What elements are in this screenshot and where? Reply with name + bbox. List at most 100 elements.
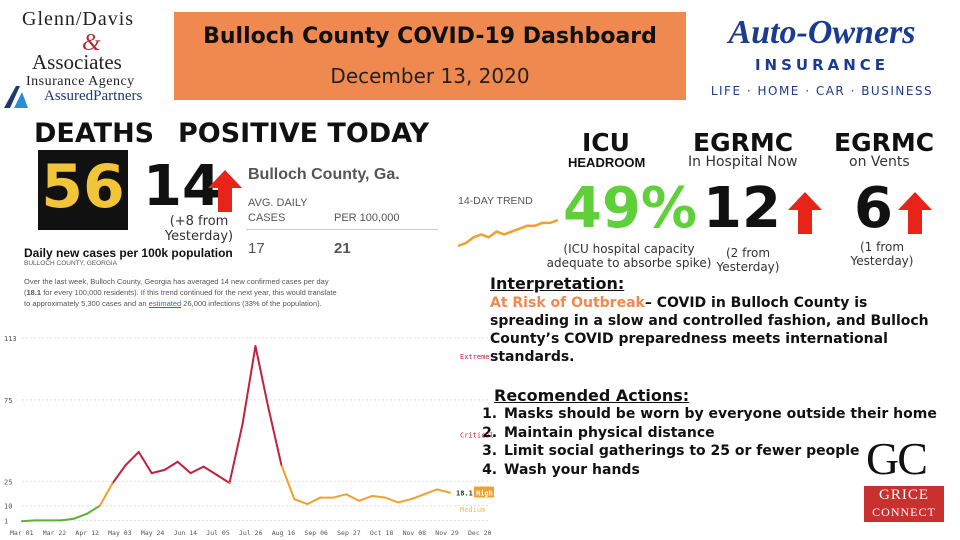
- x-tick-label: Dec 20: [468, 529, 492, 537]
- data-point: [60, 519, 62, 522]
- series-segment: [163, 460, 179, 471]
- interpretation-text: At Risk of Outbreak– COVID in Bulloch Co…: [490, 295, 929, 365]
- x-tick-label: May 24: [141, 529, 165, 537]
- data-point: [137, 451, 140, 453]
- y-tick-label: 75: [4, 397, 12, 405]
- logo-line-3: Insurance Agency: [26, 74, 135, 89]
- data-point: [384, 496, 386, 499]
- x-tick-label: Jul 26: [239, 529, 263, 537]
- dashboard-title: Bulloch County COVID-19 Dashboard: [203, 24, 657, 49]
- x-tick-label: Apr 12: [75, 529, 99, 537]
- up-arrow-icon: [208, 170, 242, 212]
- y-tick-label: 113: [4, 335, 17, 343]
- data-point: [202, 465, 205, 468]
- positive-label: POSITIVE TODAY: [178, 118, 430, 149]
- data-point: [371, 495, 373, 497]
- data-point: [163, 469, 166, 471]
- hospital-subheading: In Hospital Now: [688, 154, 798, 170]
- data-point: [189, 472, 192, 474]
- interpretation-heading: Interpretation:: [490, 274, 625, 293]
- data-point: [241, 423, 244, 426]
- grice-line-1: GRICE: [879, 487, 929, 503]
- icu-note: (ICU hospital capacity adequate to absor…: [546, 242, 712, 270]
- x-tick-label: Jun 14: [174, 529, 198, 537]
- hospital-value: 12: [703, 176, 781, 241]
- data-point: [73, 517, 75, 520]
- series-segment: [72, 512, 88, 520]
- deaths-label: DEATHS: [34, 118, 155, 149]
- y-tick-label: 1: [4, 517, 8, 525]
- data-point: [332, 496, 335, 499]
- assured-partners-icon: [4, 86, 28, 108]
- data-point: [397, 501, 399, 504]
- up-arrow-icon: [788, 192, 822, 234]
- data-point: [215, 473, 218, 476]
- chart-description: Over the last week, Bulloch County, Geor…: [24, 277, 337, 308]
- series-segment: [150, 468, 166, 475]
- series-segment: [137, 450, 153, 475]
- hospital-note: (2 from Yesterday): [716, 246, 780, 274]
- data-point: [306, 503, 309, 505]
- estimated-link[interactable]: estimated: [148, 299, 182, 308]
- data-point: [47, 519, 49, 522]
- cases-chart: Extreme Critical Medium 18.1 High Mar 01 Mar …: [4, 335, 494, 537]
- positive-value: 14: [143, 154, 221, 219]
- data-point: [436, 488, 438, 491]
- series-segment: [280, 464, 296, 501]
- x-tick-label: Nov 08: [403, 529, 427, 537]
- x-tick-label: May 03: [108, 529, 132, 537]
- series-segment: [241, 345, 257, 426]
- dashboard-date: December 13, 2020: [330, 64, 530, 88]
- series-segment: [293, 498, 309, 506]
- logo-ampersand: &: [82, 30, 101, 56]
- x-tick-label: Aug 16: [272, 529, 296, 537]
- action-item: Masks should be worn by everyone outside…: [502, 405, 937, 424]
- icu-subheading: HEADROOM: [568, 155, 646, 170]
- grice-badge: [864, 486, 944, 522]
- action-item: Limit social gatherings to 25 or fewer p…: [502, 442, 937, 461]
- series-segment: [410, 493, 426, 501]
- deaths-value: 56: [41, 152, 125, 222]
- logo-line-2: Associates: [32, 50, 122, 74]
- icu-value: 49%: [563, 176, 698, 241]
- data-point: [319, 496, 322, 499]
- deaths-box: [38, 150, 128, 230]
- avg-daily-value: 17: [248, 240, 265, 257]
- action-item: Maintain physical distance: [502, 424, 937, 443]
- current-value-label: 18.1: [456, 490, 473, 498]
- county-name: Bulloch County, Ga.: [248, 166, 400, 183]
- data-point: [34, 519, 36, 522]
- series-segment: [384, 496, 400, 504]
- zone-label: Medium: [460, 506, 485, 514]
- data-point: [423, 493, 425, 496]
- data-point: [410, 498, 412, 501]
- series-segment: [228, 423, 244, 484]
- hospital-heading: EGRMC: [693, 128, 794, 157]
- actions-list: Masks should be worn by everyone outside…: [484, 405, 937, 479]
- y-tick-label: 10: [4, 503, 12, 511]
- data-point: [124, 464, 127, 466]
- current-zone-label: High: [476, 490, 493, 498]
- data-point: [358, 500, 361, 502]
- data-point: [176, 460, 179, 463]
- current-zone-badge: [474, 486, 494, 498]
- data-point: [254, 345, 257, 347]
- series-segment: [267, 407, 283, 467]
- x-tick-label: Sep 06: [304, 529, 328, 537]
- trend-label: 14-DAY TREND: [458, 195, 533, 207]
- x-tick-label: Sep 27: [337, 529, 361, 537]
- divider: [246, 229, 438, 230]
- data-point: [280, 464, 283, 466]
- data-point: [86, 513, 88, 515]
- series-segment: [21, 519, 36, 523]
- series-segment: [111, 464, 127, 484]
- series-segment: [124, 450, 140, 467]
- data-point: [228, 482, 231, 484]
- up-arrow-icon: [898, 192, 932, 234]
- zone-label: Critical: [460, 431, 494, 439]
- series-segment: [345, 493, 361, 502]
- series-segment: [371, 494, 387, 499]
- series-segment: [254, 345, 270, 410]
- series-segment: [85, 504, 101, 515]
- positive-note: (+8 from Yesterday): [164, 214, 234, 244]
